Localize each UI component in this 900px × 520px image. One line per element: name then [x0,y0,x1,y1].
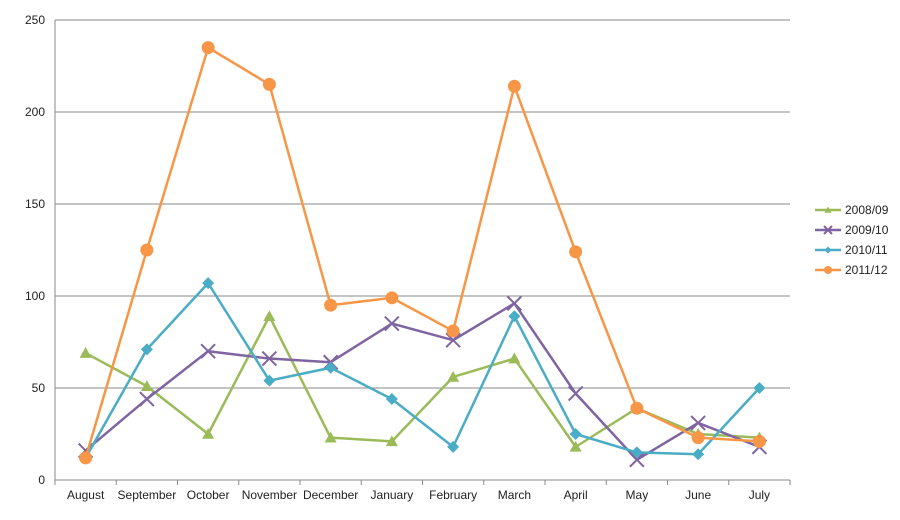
data-point [201,41,215,55]
legend-marker [824,206,832,213]
data-point [629,452,645,468]
legend-marker [824,246,832,254]
data-point [140,243,154,257]
legend-label: 2010/11 [845,243,888,257]
x-tick-label: June [685,488,711,502]
data-point [508,310,521,323]
data-point [385,291,399,305]
data-point [262,77,276,91]
data-point [384,315,400,332]
data-point [507,79,521,93]
x-tick-label: February [429,488,477,502]
x-tick-label: August [67,488,105,502]
data-point [569,245,583,259]
data-point [140,380,153,391]
data-point [263,310,276,322]
legend-label: 2008/09 [845,203,889,217]
series-lines [77,41,768,468]
axes: 0 50 100 150 200 250 August September October Nov… [25,13,791,502]
y-tick-label: 50 [32,381,46,395]
data-point [200,343,216,359]
data-point [506,295,523,312]
data-point [752,434,766,448]
gridlines [55,19,790,481]
data-point [79,451,93,465]
data-point [569,428,582,440]
data-point [630,401,644,415]
data-point [691,431,705,445]
legend-entry: 2010/11 [815,243,888,257]
legend-entry: 2011/12 [815,263,888,277]
x-tick-label: January [371,488,414,502]
y-tick-label: 250 [25,13,45,27]
x-tick-label: March [498,488,531,502]
x-tick-label: November [242,488,297,502]
series-line [84,281,761,459]
legend-entry: 2009/10 [815,223,889,237]
series-line [85,314,760,449]
series-2011-12 [79,41,766,465]
legend-entry: 2008/09 [815,203,889,217]
data-point [508,352,521,364]
data-point [263,374,276,387]
data-point [385,393,398,406]
data-point [140,343,153,356]
x-tick-label: July [749,488,770,502]
data-point [324,298,338,312]
series-line [84,302,760,462]
y-tick-label: 100 [25,289,45,303]
x-tick-label: April [564,488,588,502]
data-point [139,391,155,407]
data-point [79,347,92,358]
data-point [569,440,582,452]
data-point [202,428,215,439]
data-point [753,382,766,394]
series-2009-10 [77,295,768,468]
series-line [84,46,760,459]
data-point [324,361,337,374]
y-tick-label: 0 [38,473,45,487]
data-point [445,332,461,348]
y-tick-label: 200 [25,105,45,119]
data-point [447,440,460,453]
data-point [261,350,278,367]
legend-label: 2009/10 [845,223,889,237]
data-point [630,446,643,459]
x-tick-label: October [187,488,230,502]
legend: 2008/09 2009/10 2010/11 2011/12 [815,203,889,277]
legend-marker [823,225,833,235]
data-point [324,431,337,443]
data-point [567,385,584,402]
y-tick-label: 150 [25,197,45,211]
x-tick-label: May [626,488,649,502]
data-point [447,370,460,382]
x-tick-label: December [303,488,358,502]
legend-marker [824,266,832,274]
legend-label: 2011/12 [845,263,888,277]
data-point [690,415,706,431]
data-point [202,277,215,290]
data-point [692,448,705,461]
x-tick-label: September [118,488,177,502]
data-point [385,435,398,447]
data-point [446,324,460,338]
